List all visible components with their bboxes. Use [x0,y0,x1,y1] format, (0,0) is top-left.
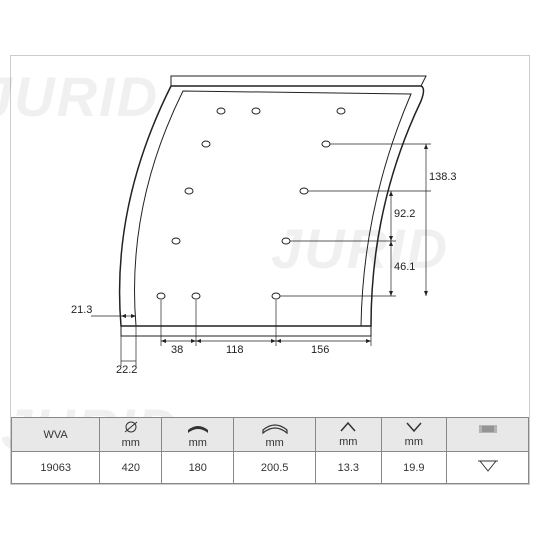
table-header-row: WVA mm mm mm mm mm [12,418,529,452]
value-length: 200.5 [234,452,316,484]
spec-card: JURID JURID JURID [10,55,530,485]
spec-table: WVA mm mm mm mm mm [11,417,529,484]
header-wva: WVA [12,418,100,452]
header-width: mm [162,418,234,452]
dim-thickness: 21.3 [71,304,92,316]
dim-v2: 92.2 [394,208,415,220]
header-diameter: mm [100,418,162,452]
value-thick-min: 13.3 [316,452,382,484]
value-thick-max: 19.9 [381,452,447,484]
value-width: 180 [162,452,234,484]
unit-label: mm [189,437,207,449]
dim-edge: 22.2 [116,364,137,376]
technical-drawing: 21.3 22.2 38 118 156 46.1 92.2 138.3 [61,66,481,396]
dim-hole1: 38 [171,344,183,356]
unit-label: mm [405,436,423,448]
header-thick-max: mm [381,418,447,452]
unit-label: mm [122,437,140,449]
header-length: mm [234,418,316,452]
dim-v1: 46.1 [394,261,415,273]
header-profile [447,418,529,452]
dim-hole2: 118 [226,344,244,356]
unit-label: mm [265,437,283,449]
dim-hole3: 156 [311,344,329,356]
header-thick-min: mm [316,418,382,452]
dim-v3: 138.3 [429,171,457,183]
value-profile [447,452,529,484]
unit-label: mm [339,436,357,448]
value-wva: 19063 [12,452,100,484]
table-value-row: 19063 420 180 200.5 13.3 19.9 [12,452,529,484]
value-diameter: 420 [100,452,162,484]
